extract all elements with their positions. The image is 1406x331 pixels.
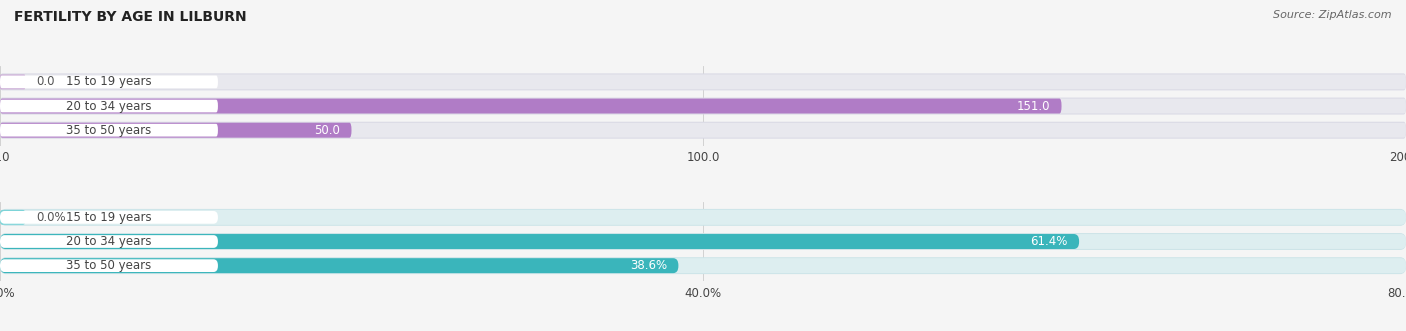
FancyBboxPatch shape: [0, 210, 25, 225]
FancyBboxPatch shape: [0, 209, 1406, 226]
FancyBboxPatch shape: [0, 234, 1080, 249]
Text: 35 to 50 years: 35 to 50 years: [66, 124, 152, 137]
Text: 0.0%: 0.0%: [37, 211, 66, 224]
Text: 61.4%: 61.4%: [1031, 235, 1069, 248]
Text: 50.0: 50.0: [315, 124, 340, 137]
Text: 15 to 19 years: 15 to 19 years: [66, 211, 152, 224]
Text: 35 to 50 years: 35 to 50 years: [66, 259, 152, 272]
Text: Source: ZipAtlas.com: Source: ZipAtlas.com: [1274, 10, 1392, 20]
FancyBboxPatch shape: [0, 122, 1406, 139]
Text: 15 to 19 years: 15 to 19 years: [66, 75, 152, 88]
FancyBboxPatch shape: [0, 74, 1406, 89]
Text: 20 to 34 years: 20 to 34 years: [66, 235, 152, 248]
FancyBboxPatch shape: [0, 258, 678, 273]
FancyBboxPatch shape: [0, 99, 1062, 114]
FancyBboxPatch shape: [0, 259, 218, 272]
Text: FERTILITY BY AGE IN LILBURN: FERTILITY BY AGE IN LILBURN: [14, 10, 246, 24]
FancyBboxPatch shape: [0, 257, 1406, 274]
FancyBboxPatch shape: [0, 124, 218, 137]
Text: 38.6%: 38.6%: [630, 259, 666, 272]
FancyBboxPatch shape: [0, 123, 1406, 138]
FancyBboxPatch shape: [0, 235, 218, 248]
FancyBboxPatch shape: [0, 74, 25, 89]
FancyBboxPatch shape: [0, 100, 218, 113]
FancyBboxPatch shape: [0, 123, 352, 138]
FancyBboxPatch shape: [0, 98, 1406, 115]
FancyBboxPatch shape: [0, 234, 1406, 249]
FancyBboxPatch shape: [0, 99, 1406, 114]
Text: 0.0: 0.0: [37, 75, 55, 88]
FancyBboxPatch shape: [0, 73, 1406, 90]
Text: 151.0: 151.0: [1017, 100, 1050, 113]
FancyBboxPatch shape: [0, 75, 218, 88]
FancyBboxPatch shape: [0, 258, 1406, 273]
Text: 20 to 34 years: 20 to 34 years: [66, 100, 152, 113]
FancyBboxPatch shape: [0, 210, 1406, 225]
FancyBboxPatch shape: [0, 211, 218, 224]
FancyBboxPatch shape: [0, 233, 1406, 250]
